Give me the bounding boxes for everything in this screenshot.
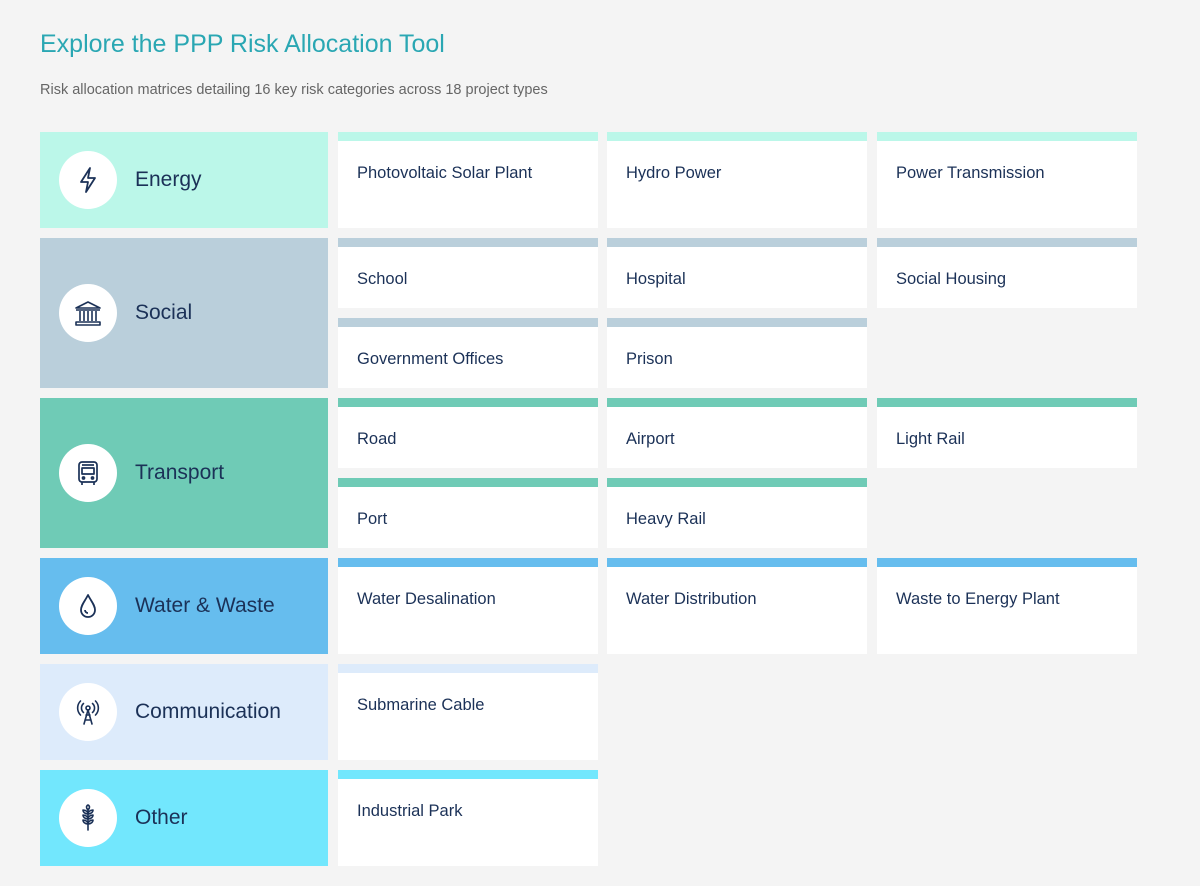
category-label: Other bbox=[135, 806, 188, 829]
card-accent-bar bbox=[607, 398, 867, 407]
project-card[interactable]: School bbox=[338, 238, 598, 308]
project-name: Submarine Cable bbox=[357, 696, 485, 714]
category-label: Transport bbox=[135, 461, 225, 484]
card-accent-bar bbox=[877, 398, 1137, 407]
project-card[interactable]: Road bbox=[338, 398, 598, 468]
card-accent-bar bbox=[338, 770, 598, 779]
wheat-icon bbox=[59, 789, 117, 847]
category-other[interactable]: Other bbox=[40, 770, 328, 866]
card-accent-bar bbox=[607, 478, 867, 487]
card-accent-bar bbox=[338, 318, 598, 327]
category-energy[interactable]: Energy bbox=[40, 132, 328, 228]
card-accent-bar bbox=[877, 238, 1137, 247]
water-drop-icon bbox=[59, 577, 117, 635]
card-accent-bar bbox=[607, 558, 867, 567]
card-accent-bar bbox=[607, 318, 867, 327]
project-name: Light Rail bbox=[896, 430, 965, 448]
page-subtitle: Risk allocation matrices detailing 16 ke… bbox=[40, 82, 548, 98]
project-name: Hydro Power bbox=[626, 164, 722, 182]
project-card[interactable]: Water Desalination bbox=[338, 558, 598, 654]
project-card[interactable]: Airport bbox=[607, 398, 867, 468]
project-name: Photovoltaic Solar Plant bbox=[357, 164, 533, 182]
project-name: Social Housing bbox=[896, 270, 1007, 288]
project-card[interactable]: Waste to Energy Plant bbox=[877, 558, 1137, 654]
project-card[interactable]: Heavy Rail bbox=[607, 478, 867, 548]
card-accent-bar bbox=[338, 558, 598, 567]
project-name: Power Transmission bbox=[896, 164, 1045, 182]
project-name: Waste to Energy Plant bbox=[896, 590, 1060, 608]
card-accent-bar bbox=[338, 478, 598, 487]
category-label: Water & Waste bbox=[135, 594, 275, 617]
card-accent-bar bbox=[877, 558, 1137, 567]
project-name: Heavy Rail bbox=[626, 510, 706, 528]
category-transport[interactable]: Transport bbox=[40, 398, 328, 548]
card-accent-bar bbox=[338, 664, 598, 673]
project-card[interactable]: Hydro Power bbox=[607, 132, 867, 228]
project-name: Water Distribution bbox=[626, 590, 757, 608]
project-card[interactable]: Social Housing bbox=[877, 238, 1137, 308]
project-name: School bbox=[357, 270, 408, 288]
project-card[interactable]: Prison bbox=[607, 318, 867, 388]
lightning-icon bbox=[59, 151, 117, 209]
project-card[interactable]: Power Transmission bbox=[877, 132, 1137, 228]
project-name: Government Offices bbox=[357, 350, 504, 368]
project-card[interactable]: Light Rail bbox=[877, 398, 1137, 468]
project-name: Road bbox=[357, 430, 397, 448]
project-card[interactable]: Hospital bbox=[607, 238, 867, 308]
category-communication[interactable]: Communication bbox=[40, 664, 328, 760]
card-accent-bar bbox=[607, 238, 867, 247]
project-card[interactable]: Photovoltaic Solar Plant bbox=[338, 132, 598, 228]
card-accent-bar bbox=[338, 398, 598, 407]
category-label: Energy bbox=[135, 168, 202, 191]
project-name: Industrial Park bbox=[357, 802, 463, 820]
project-name: Port bbox=[357, 510, 388, 528]
bus-icon bbox=[59, 444, 117, 502]
card-accent-bar bbox=[607, 132, 867, 141]
project-card[interactable]: Water Distribution bbox=[607, 558, 867, 654]
project-card[interactable]: Industrial Park bbox=[338, 770, 598, 866]
page-title: Explore the PPP Risk Allocation Tool bbox=[40, 30, 445, 58]
card-accent-bar bbox=[338, 132, 598, 141]
card-accent-bar bbox=[338, 238, 598, 247]
card-accent-bar bbox=[877, 132, 1137, 141]
project-name: Hospital bbox=[626, 270, 686, 288]
project-name: Prison bbox=[626, 350, 673, 368]
project-card[interactable]: Port bbox=[338, 478, 598, 548]
category-social[interactable]: Social bbox=[40, 238, 328, 388]
project-card[interactable]: Government Offices bbox=[338, 318, 598, 388]
project-card[interactable]: Submarine Cable bbox=[338, 664, 598, 760]
category-label: Communication bbox=[135, 700, 281, 723]
project-name: Water Desalination bbox=[357, 590, 496, 608]
project-name: Airport bbox=[626, 430, 675, 448]
government-building-icon bbox=[59, 284, 117, 342]
category-label: Social bbox=[135, 301, 193, 324]
antenna-tower-icon bbox=[59, 683, 117, 741]
category-water-waste[interactable]: Water & Waste bbox=[40, 558, 328, 654]
